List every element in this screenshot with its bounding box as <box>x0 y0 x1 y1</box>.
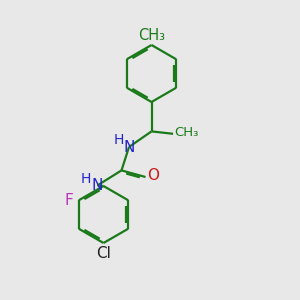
Text: H: H <box>113 134 124 147</box>
Text: CH₃: CH₃ <box>138 28 165 44</box>
Text: N: N <box>123 140 135 154</box>
Text: F: F <box>65 193 74 208</box>
Text: CH₃: CH₃ <box>174 126 199 139</box>
Text: H: H <box>81 172 91 186</box>
Text: Cl: Cl <box>96 246 111 261</box>
Text: O: O <box>147 168 159 183</box>
Text: N: N <box>92 178 103 193</box>
